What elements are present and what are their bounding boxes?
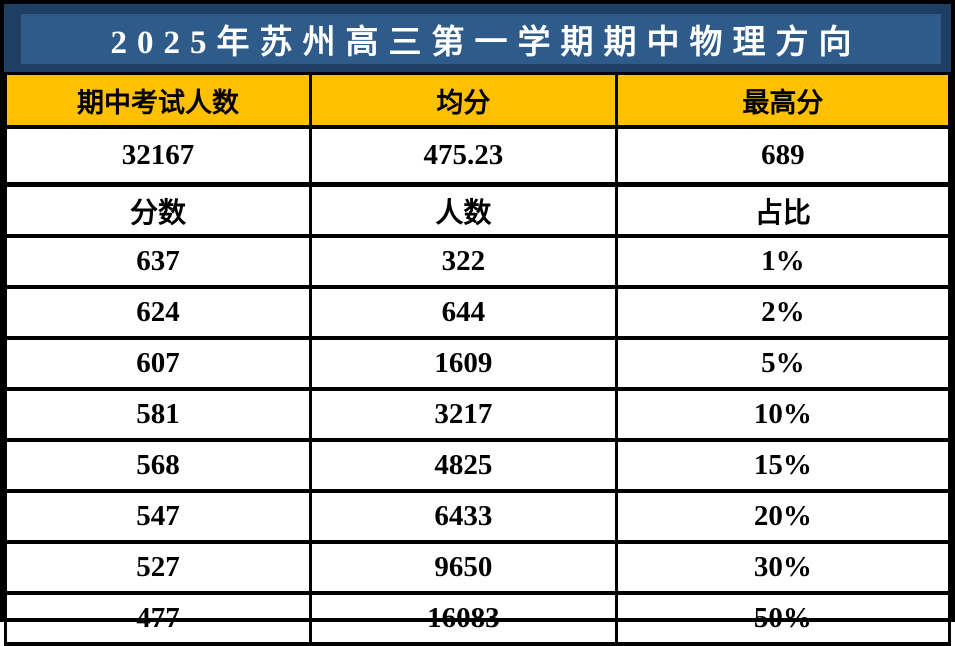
count-cell: 644: [308, 285, 618, 340]
header-exam-count: 期中考试人数: [4, 72, 312, 128]
exam-count-value: 32167: [4, 125, 312, 187]
header-average-score: 均分: [308, 72, 618, 128]
percent-cell: 10%: [614, 387, 952, 442]
score-cell: 527: [4, 540, 312, 595]
summary-header-row: 期中考试人数 均分 最高分: [4, 72, 952, 128]
top-score-value: 689: [614, 125, 952, 187]
summary-values-row: 32167 475.23 689: [4, 125, 952, 187]
score-cell: 637: [4, 234, 312, 289]
average-score-value: 475.23: [308, 125, 618, 187]
score-cell: 624: [4, 285, 312, 340]
distribution-row: 547 6433 20%: [4, 489, 952, 544]
page-title: 2025年苏州高三第一学期期中物理方向: [110, 25, 862, 61]
count-cell: 16083: [308, 591, 618, 646]
score-cell: 547: [4, 489, 312, 544]
exam-stats-table: 期中考试人数 均分 最高分 32167 475.23 689 分数 人数 占比 …: [4, 72, 952, 646]
count-cell: 322: [308, 234, 618, 289]
percent-cell: 30%: [614, 540, 952, 595]
count-cell: 6433: [308, 489, 618, 544]
percent-cell: 5%: [614, 336, 952, 391]
count-cell: 3217: [308, 387, 618, 442]
distribution-row: 568 4825 15%: [4, 438, 952, 493]
count-cell: 1609: [308, 336, 618, 391]
distribution-row: 637 322 1%: [4, 234, 952, 289]
distribution-row: 477 16083 50%: [4, 591, 952, 646]
percent-cell: 15%: [614, 438, 952, 493]
score-cell: 568: [4, 438, 312, 493]
title-panel: 2025年苏州高三第一学期期中物理方向: [21, 14, 941, 64]
percent-cell: 2%: [614, 285, 952, 340]
distribution-row: 527 9650 30%: [4, 540, 952, 595]
percent-cell: 20%: [614, 489, 952, 544]
title-banner: 2025年苏州高三第一学期期中物理方向: [4, 4, 951, 72]
score-cell: 581: [4, 387, 312, 442]
header-percent: 占比: [614, 182, 952, 238]
percent-cell: 50%: [614, 591, 952, 646]
distribution-row: 581 3217 10%: [4, 387, 952, 442]
score-cell: 477: [4, 591, 312, 646]
score-cell: 607: [4, 336, 312, 391]
header-count: 人数: [308, 182, 618, 238]
distribution-row: 607 1609 5%: [4, 336, 952, 391]
distribution-row: 624 644 2%: [4, 285, 952, 340]
count-cell: 4825: [308, 438, 618, 493]
distribution-header-row: 分数 人数 占比: [4, 182, 952, 238]
header-top-score: 最高分: [614, 72, 952, 128]
header-score: 分数: [4, 182, 312, 238]
percent-cell: 1%: [614, 234, 952, 289]
count-cell: 9650: [308, 540, 618, 595]
